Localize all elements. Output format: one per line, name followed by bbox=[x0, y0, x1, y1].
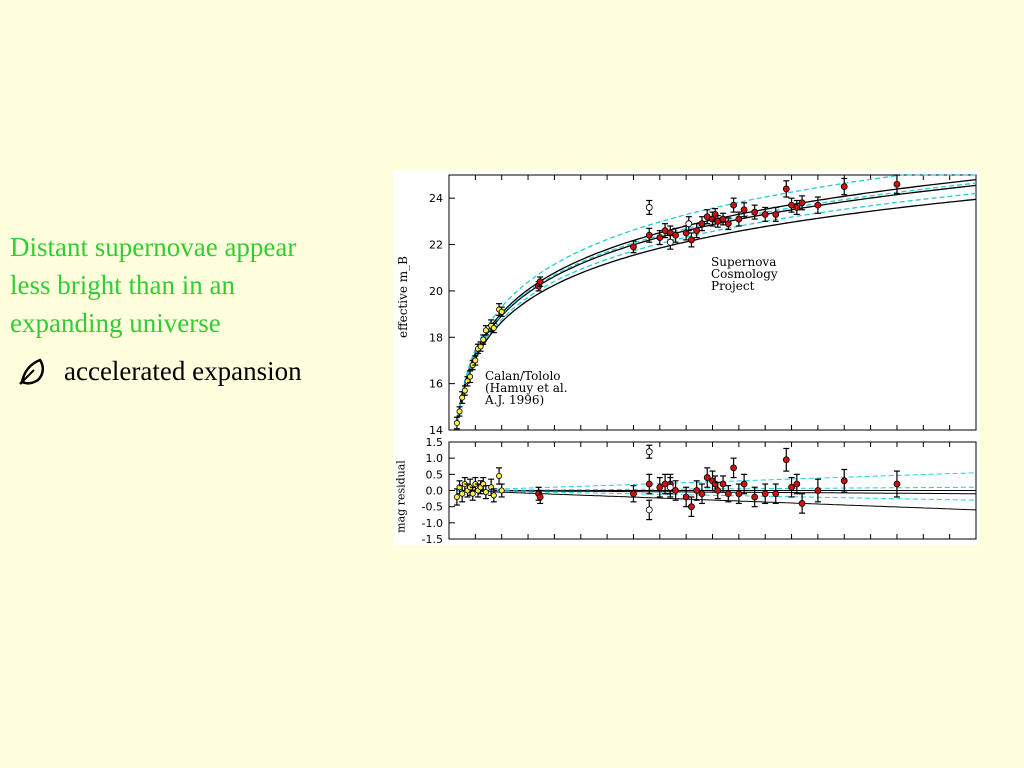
bottom-data-point bbox=[693, 487, 701, 494]
bottom-y-axis-label: mag residual bbox=[394, 460, 408, 533]
top-data-point bbox=[656, 234, 664, 241]
top-data-point bbox=[461, 387, 468, 394]
bottom-data-point bbox=[482, 489, 489, 496]
top-data-point bbox=[751, 208, 759, 216]
bottom-data-point bbox=[782, 456, 790, 464]
top-data-point bbox=[724, 220, 732, 228]
top-data-point bbox=[719, 215, 727, 223]
bottom-y-tick-label: -1.0 bbox=[422, 517, 443, 530]
bottom-data-point bbox=[893, 480, 901, 488]
top-data-point bbox=[693, 227, 701, 235]
bottom-model-curve bbox=[456, 490, 977, 501]
bottom-data-point bbox=[793, 480, 801, 488]
bottom-data-point bbox=[630, 490, 637, 498]
hubble-diagram-svg: 14 16 18 20 22 24 -1.5 -1.0 -0.5 0.0 0.5 1.0 1.5 bbox=[422, 174, 977, 545]
bottom-data-point bbox=[645, 506, 653, 514]
top-data-point bbox=[672, 231, 680, 239]
top-data-point bbox=[893, 180, 901, 188]
top-data-point bbox=[456, 408, 463, 415]
top-data-point bbox=[782, 185, 790, 193]
bottom-data-point bbox=[682, 493, 690, 501]
bottom-data-point bbox=[496, 472, 503, 479]
top-data-point bbox=[536, 278, 544, 286]
top-data-point bbox=[798, 199, 806, 207]
bottom-data-point bbox=[698, 490, 706, 498]
top-data-point bbox=[740, 206, 748, 214]
top-data-point bbox=[645, 231, 653, 239]
bottom-data-point bbox=[645, 480, 653, 488]
top-data-point bbox=[645, 204, 653, 211]
bottom-y-tick-label: -1.5 bbox=[422, 533, 443, 545]
bottom-data-point bbox=[703, 474, 711, 481]
bottom-data-point bbox=[490, 492, 497, 499]
top-data-point bbox=[761, 211, 769, 218]
top-y-tick-label: 16 bbox=[429, 378, 443, 391]
bottom-data-point bbox=[814, 487, 822, 494]
top-data-point bbox=[814, 201, 822, 209]
top-data-point bbox=[772, 211, 780, 218]
bottom-y-tick-label: 0.5 bbox=[426, 468, 444, 481]
leaf-bullet-icon bbox=[19, 358, 44, 385]
top-data-point bbox=[490, 324, 497, 331]
hubble-diagram-figure: 14 16 18 20 22 24 -1.5 -1.0 -0.5 0.0 0.5 1.0 1.5 eff… bbox=[393, 170, 980, 545]
bottom-data-point bbox=[719, 480, 727, 488]
bottom-data-point bbox=[740, 480, 748, 488]
top-data-point bbox=[840, 183, 848, 190]
top-data-point bbox=[685, 220, 693, 228]
bottom-data-point bbox=[656, 483, 664, 491]
top-y-tick-label: 20 bbox=[429, 285, 443, 298]
top-data-point bbox=[793, 204, 801, 211]
top-y-tick-label: 22 bbox=[429, 239, 443, 252]
top-data-point bbox=[472, 357, 479, 364]
top-data-point bbox=[453, 420, 460, 427]
bottom-data-point bbox=[498, 487, 505, 494]
top-data-point bbox=[730, 201, 737, 209]
bottom-data-point bbox=[761, 490, 769, 498]
top-data-point bbox=[482, 327, 489, 334]
bottom-data-point bbox=[666, 483, 674, 491]
top-y-tick-label: 14 bbox=[429, 424, 443, 437]
top-y-tick-label: 18 bbox=[429, 331, 443, 344]
bullet-text: accelerated expansion bbox=[64, 355, 302, 386]
bottom-data-point bbox=[645, 448, 653, 456]
top-data-point bbox=[666, 238, 674, 246]
top-y-axis-label: effective m_B bbox=[396, 256, 410, 339]
bottom-data-point bbox=[772, 490, 780, 498]
bottom-y-tick-label: 1.5 bbox=[426, 436, 444, 449]
bottom-data-point bbox=[469, 490, 476, 497]
scp-annotation: Supernova Cosmology Project bbox=[711, 255, 778, 293]
bottom-data-point bbox=[714, 487, 722, 494]
top-data-point bbox=[698, 220, 706, 228]
top-model-curve bbox=[456, 198, 977, 424]
bottom-y-tick-label: 1.0 bbox=[426, 452, 444, 465]
top-data-point bbox=[467, 373, 474, 380]
top-data-point bbox=[480, 336, 487, 343]
top-y-tick-label: 24 bbox=[429, 192, 443, 205]
bottom-data-point bbox=[788, 483, 795, 491]
bottom-data-point bbox=[724, 490, 732, 498]
bottom-data-point bbox=[798, 500, 806, 507]
slide-main-text: Distant supernovae appear less bright th… bbox=[10, 232, 297, 338]
bottom-data-point bbox=[672, 487, 680, 494]
top-data-point bbox=[688, 236, 695, 244]
bottom-data-point bbox=[459, 490, 466, 497]
bottom-data-point bbox=[453, 493, 460, 500]
bottom-y-tick-label: -0.5 bbox=[422, 501, 443, 514]
bottom-data-point bbox=[730, 464, 737, 472]
bottom-data-point bbox=[735, 490, 743, 498]
top-data-point bbox=[735, 215, 743, 223]
calan-tololo-annotation: Calan/Tololo (Hamuy et al. A.J. 1996) bbox=[485, 369, 568, 407]
bottom-model-curve bbox=[456, 490, 977, 511]
top-data-point bbox=[630, 243, 637, 251]
bottom-data-point bbox=[840, 477, 848, 485]
top-data-point bbox=[498, 308, 505, 315]
slide-text-block: Distant supernovae appear less bright th… bbox=[10, 228, 390, 390]
bottom-y-tick-label: 0.0 bbox=[426, 485, 444, 498]
bottom-data-point bbox=[688, 503, 695, 511]
bottom-data-point bbox=[536, 493, 544, 501]
bottom-data-point bbox=[751, 493, 759, 501]
bullet-row: accelerated expansion bbox=[10, 352, 390, 390]
